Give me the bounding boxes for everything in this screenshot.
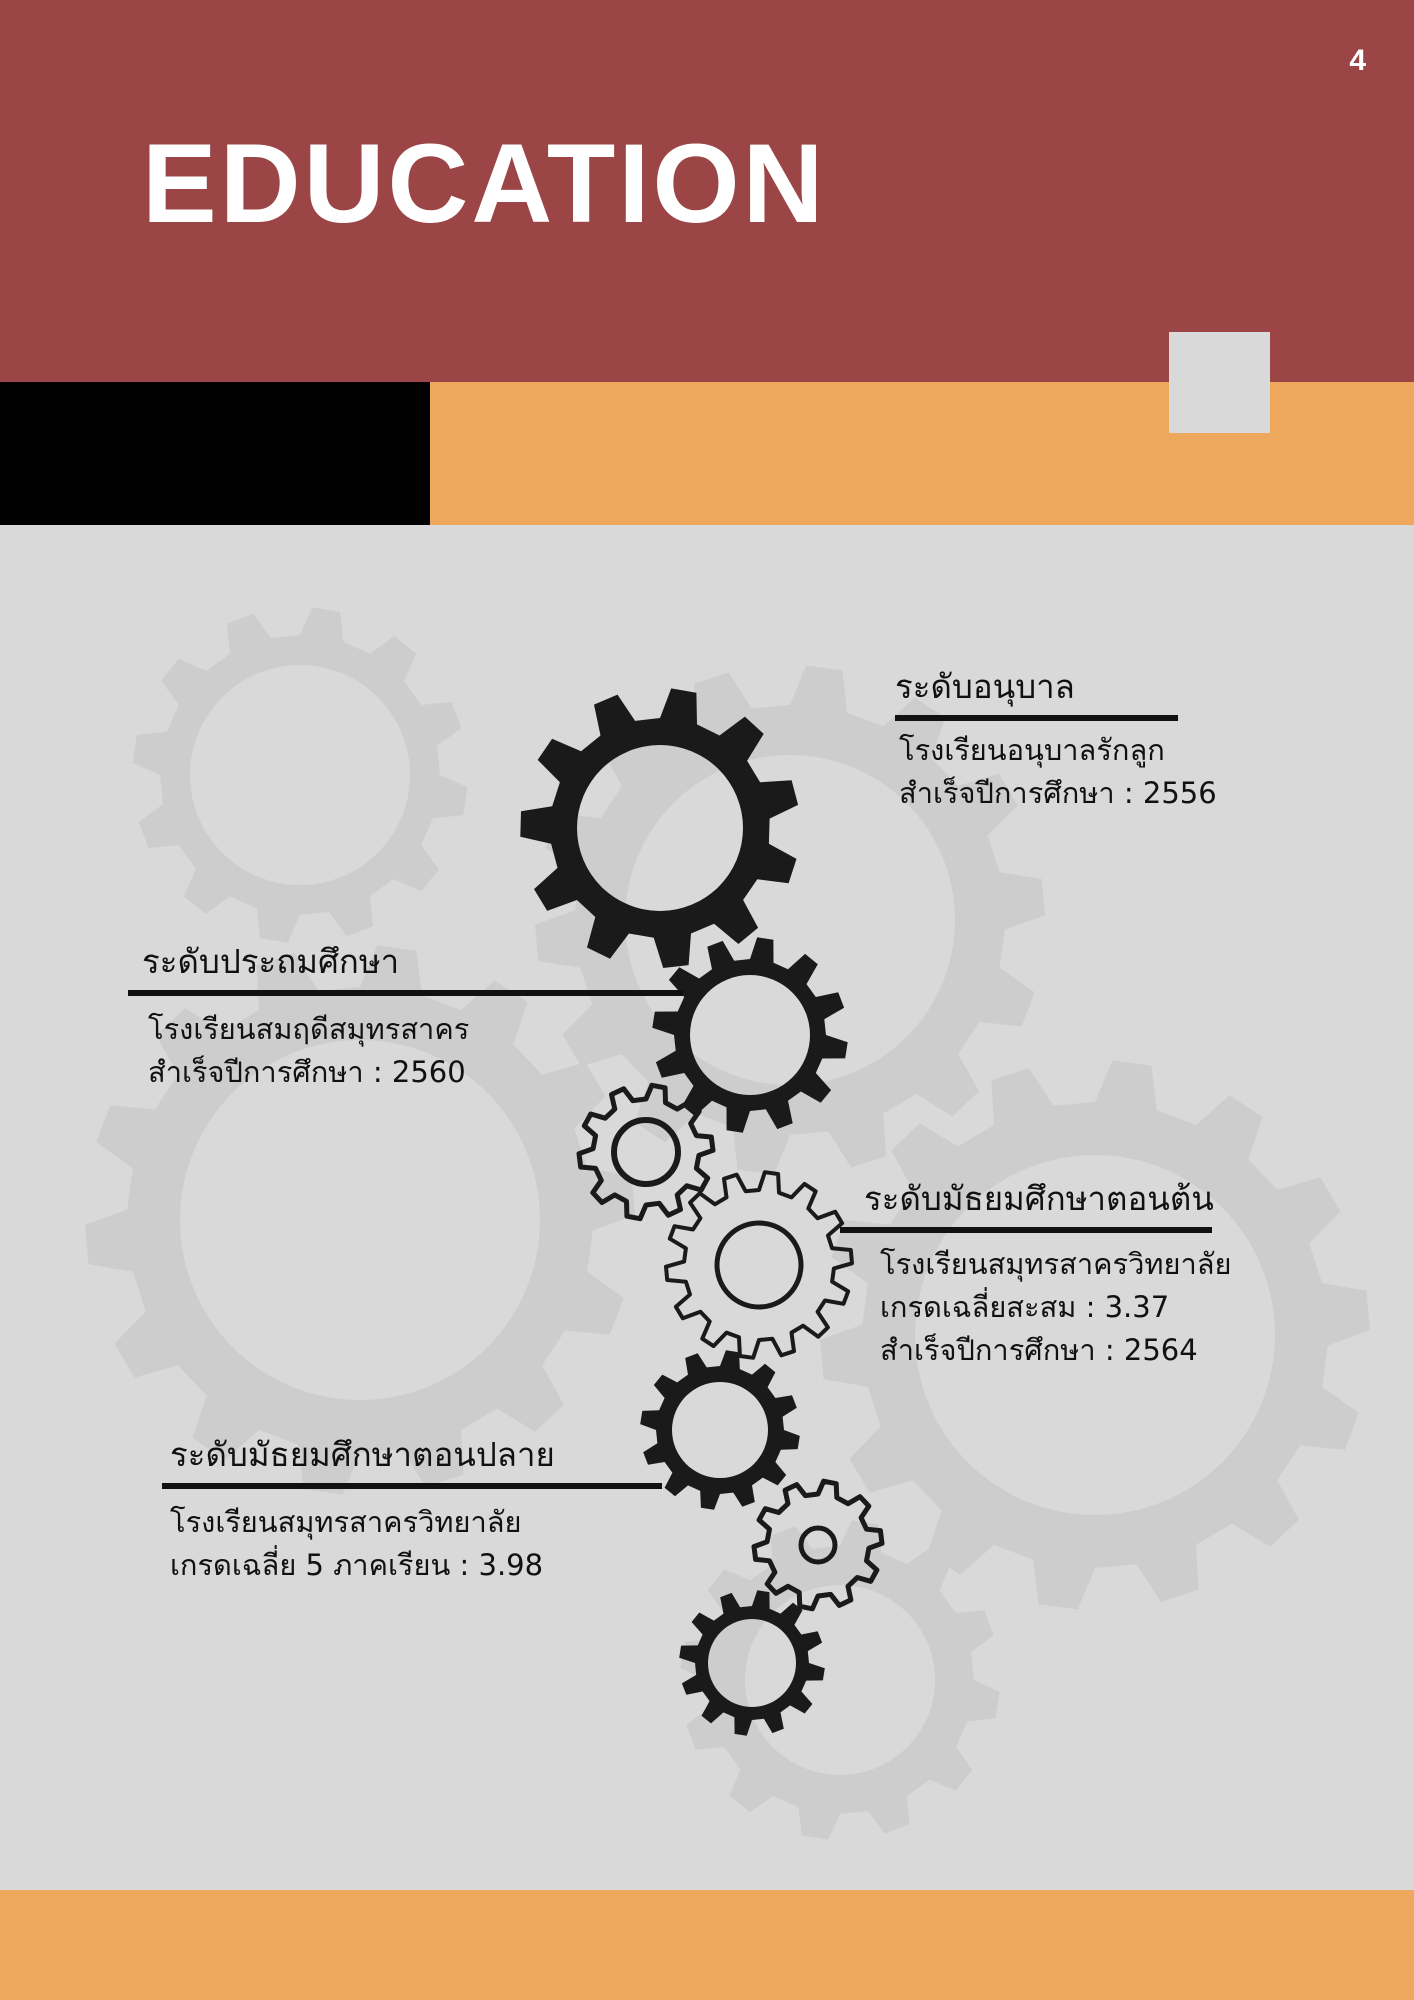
gear-icon bbox=[640, 1350, 800, 1510]
school-name: โรงเรียนสมุทรสาครวิทยาลัย bbox=[170, 1505, 522, 1539]
heading-rule bbox=[895, 715, 1178, 721]
level-details: โรงเรียนสมุทรสาครวิทยาลัย เกรดเฉลี่ย 5 ภ… bbox=[162, 1489, 662, 1587]
gear-icon bbox=[520, 688, 799, 968]
level-heading: ระดับอนุบาล bbox=[895, 667, 1075, 706]
watermark-gear-icon bbox=[85, 945, 635, 1495]
gear-hub-ring bbox=[714, 1220, 804, 1310]
school-name: โรงเรียนสมุทรสาครวิทยาลัย bbox=[880, 1247, 1232, 1281]
school-name: โรงเรียนสมฤดีสมุทรสาคร bbox=[148, 1012, 470, 1046]
gear-icon bbox=[652, 937, 848, 1133]
heading-rule bbox=[162, 1483, 662, 1489]
education-level-primary: ระดับประถมศึกษา โรงเรียนสมฤดีสมุทรสาคร ส… bbox=[128, 940, 683, 1094]
gear-icon bbox=[679, 1590, 825, 1736]
watermark-gear-icon bbox=[132, 607, 468, 943]
graduation-year: สำเร็จปีการศึกษา : 2556 bbox=[899, 776, 1217, 810]
gpa: เกรดเฉลี่ย 5 ภาคเรียน : 3.98 bbox=[170, 1548, 544, 1582]
page-title: EDUCATION bbox=[142, 121, 827, 246]
gpa: เกรดเฉลี่ยสะสม : 3.37 bbox=[880, 1290, 1170, 1324]
graduation-year: สำเร็จปีการศึกษา : 2560 bbox=[148, 1055, 466, 1089]
watermark-gear-icon bbox=[820, 1060, 1370, 1610]
education-level-kindergarten: ระดับอนุบาล โรงเรียนอนุบาลรักลูก สำเร็จป… bbox=[895, 665, 1217, 815]
header-band bbox=[0, 0, 1414, 382]
level-heading: ระดับประถมศึกษา bbox=[142, 942, 400, 981]
watermark-gear-icon bbox=[535, 665, 1045, 1175]
page-number: 4 bbox=[1349, 44, 1366, 77]
level-heading: ระดับมัธยมศึกษาตอนต้น bbox=[864, 1179, 1214, 1218]
level-heading: ระดับมัธยมศึกษาตอนปลาย bbox=[170, 1435, 555, 1474]
gear-icon bbox=[751, 1478, 885, 1612]
gear-hub-ring bbox=[798, 1525, 838, 1565]
level-details: โรงเรียนสมุทรสาครวิทยาลัย เกรดเฉลี่ยสะสม… bbox=[840, 1233, 1232, 1372]
gear-icon bbox=[576, 1082, 716, 1222]
footer-band bbox=[0, 1890, 1414, 2000]
education-level-lower-secondary: ระดับมัธยมศึกษาตอนต้น โรงเรียนสมุทรสาครว… bbox=[840, 1177, 1232, 1372]
level-details: โรงเรียนอนุบาลรักลูก สำเร็จปีการศึกษา : … bbox=[895, 721, 1217, 815]
heading-rule bbox=[840, 1227, 1212, 1233]
gear-hub-ring bbox=[611, 1117, 681, 1187]
grey-square-decoration bbox=[1169, 332, 1270, 433]
black-accent-block bbox=[0, 382, 430, 525]
gear-icon bbox=[664, 1170, 854, 1360]
level-details: โรงเรียนสมฤดีสมุทรสาคร สำเร็จปีการศึกษา … bbox=[128, 996, 683, 1094]
graduation-year: สำเร็จปีการศึกษา : 2564 bbox=[880, 1333, 1198, 1367]
education-level-upper-secondary: ระดับมัธยมศึกษาตอนปลาย โรงเรียนสมุทรสาคร… bbox=[162, 1433, 662, 1587]
school-name: โรงเรียนอนุบาลรักลูก bbox=[899, 733, 1165, 767]
heading-rule bbox=[128, 990, 683, 996]
